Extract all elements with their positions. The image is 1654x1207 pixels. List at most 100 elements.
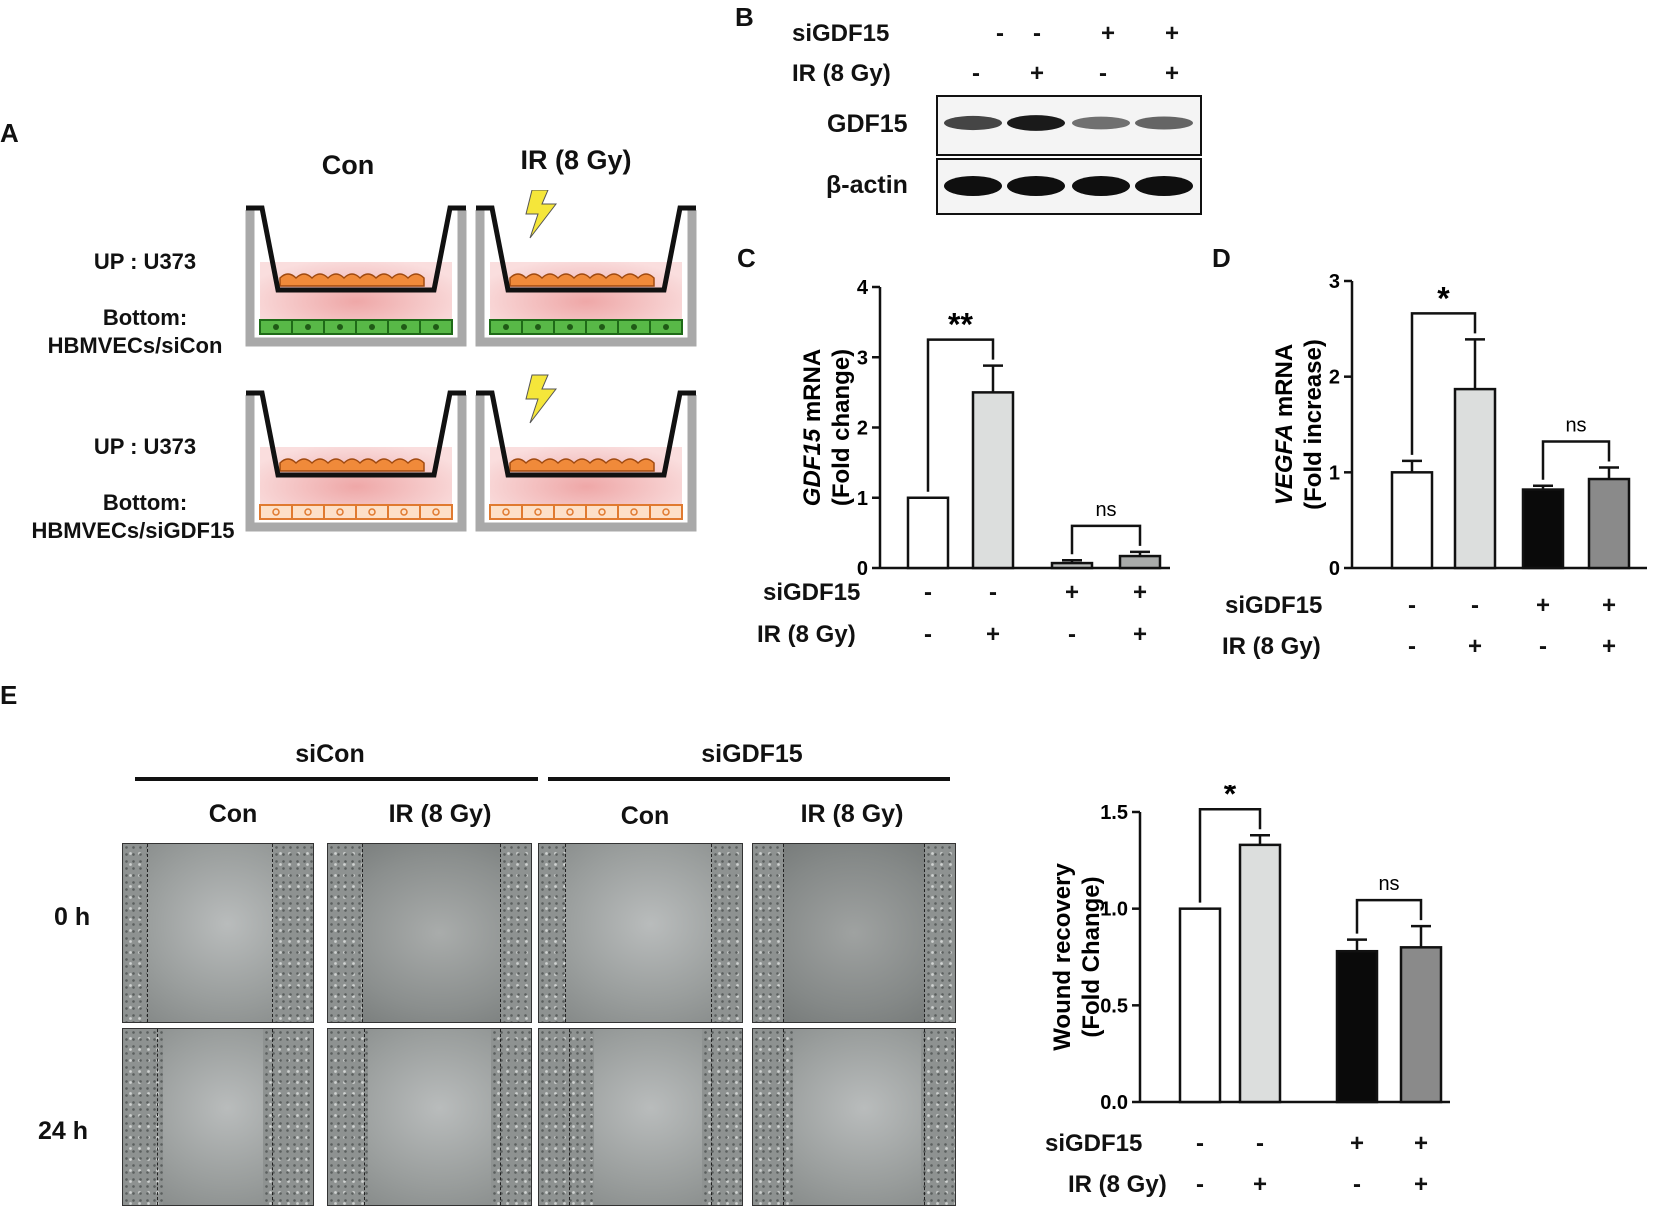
y-axis-label-line2: (Fold increase): [1300, 339, 1327, 510]
blot-band: [1135, 116, 1193, 130]
blot-label-actin: β-actin: [826, 171, 908, 199]
chart-d-label-ir: IR (8 Gy): [1222, 633, 1321, 660]
condition-sign: +: [1132, 621, 1148, 648]
group-bar-sicon: [135, 777, 538, 781]
y-tick-label: 3: [857, 347, 868, 369]
well-row1-ir: [475, 190, 697, 347]
bar: [1118, 554, 1162, 570]
significance-bracket: [1355, 898, 1423, 934]
condition-sign: +: [1413, 1171, 1429, 1198]
blot-sign: -: [1033, 20, 1041, 47]
panel-a-header-ir: IR (8 Gy): [520, 145, 632, 175]
lightning-bolt-icon: [525, 374, 558, 424]
bar: [1178, 907, 1222, 1104]
y-tick-label: 2: [857, 418, 868, 440]
panel-a-row1-bottom: Bottom:: [102, 305, 188, 330]
y-axis-label-line2: (Fold change): [828, 349, 855, 506]
micrograph-sigdf15-con-0h: [538, 843, 743, 1023]
bar: [1238, 843, 1282, 1104]
condition-sign: +: [1535, 592, 1551, 619]
y-axis-label-line2: (Fold Change): [1078, 876, 1105, 1037]
group-bar-sigdf15: [548, 777, 950, 781]
cell-layer-orange: [259, 504, 453, 520]
panel-a-row2-bottom: Bottom:: [102, 490, 188, 515]
bar: [1521, 488, 1565, 570]
chart-e-label-ir: IR (8 Gy): [1068, 1171, 1167, 1198]
significance-label: ns: [1095, 499, 1116, 521]
significance-label: *: [1437, 280, 1450, 316]
condition-sign: +: [1349, 1130, 1365, 1157]
significance-bracket: [1070, 524, 1142, 555]
column-label: Con: [620, 802, 670, 830]
bar: [971, 391, 1015, 570]
y-tick-label: 1: [1329, 462, 1340, 484]
significance-bracket: [1541, 440, 1611, 480]
condition-sign: +: [985, 621, 1001, 648]
micrograph-sigdf15-con-24h: [538, 1028, 743, 1206]
condition-sign: +: [1132, 579, 1148, 606]
y-tick-label: 0: [857, 558, 868, 575]
lightning-bolt-icon: [525, 190, 558, 239]
significance-label: *: [1224, 785, 1237, 812]
condition-sign: -: [1471, 592, 1479, 619]
blot-gdf15: [936, 95, 1202, 156]
bar: [1587, 477, 1631, 570]
chart-e-label-sigdf15: siGDF15: [1045, 1130, 1143, 1157]
condition-sign: -: [924, 621, 932, 648]
significance-bracket: [1410, 312, 1477, 455]
bar: [1050, 561, 1094, 570]
y-tick-label: 3: [1329, 271, 1340, 293]
condition-sign: +: [1413, 1130, 1429, 1157]
micrograph-sicon-con-0h: [122, 843, 314, 1023]
condition-sign: -: [1408, 592, 1416, 619]
condition-sign: +: [1064, 579, 1080, 606]
condition-sign: +: [1601, 633, 1617, 660]
bar: [1390, 471, 1434, 570]
significance-label: ns: [1565, 415, 1586, 437]
condition-sign: +: [1252, 1171, 1268, 1198]
column-label: Con: [208, 800, 258, 828]
cell-layer-green: [259, 319, 453, 335]
blot-band: [944, 176, 1002, 196]
blot-actin: [936, 158, 1202, 215]
blot-sign: +: [1164, 60, 1180, 87]
bar: [1399, 946, 1443, 1104]
y-axis-label: GDF15 mRNA: [799, 349, 826, 506]
y-tick-label: 1.0: [1100, 899, 1128, 921]
condition-sign: -: [1068, 621, 1076, 648]
blot-label-sigdf15: siGDF15: [792, 20, 890, 47]
condition-sign: +: [1601, 592, 1617, 619]
row-label-24h: 24 h: [38, 1117, 89, 1145]
y-tick-label: 0.5: [1100, 995, 1128, 1017]
blot-label-ir: IR (8 Gy): [792, 60, 891, 87]
y-axis-label: VEGFA mRNA: [1271, 344, 1298, 505]
panel-a-row1-cells: HBMVECs/siCon: [47, 333, 223, 358]
panel-a-row2-up: UP : U373: [93, 434, 197, 459]
row-label-0h: 0 h: [54, 903, 91, 931]
y-tick-label: 1.5: [1100, 802, 1128, 824]
condition-sign: -: [1196, 1130, 1204, 1157]
condition-sign: -: [1408, 633, 1416, 660]
blot-band: [1072, 116, 1130, 130]
y-tick-label: 1: [857, 488, 868, 510]
y-tick-label: 0.0: [1100, 1092, 1128, 1114]
panel-a-header-con: Con: [321, 150, 375, 180]
panel-label-d: D: [1212, 243, 1231, 273]
panel-label-e: E: [0, 680, 18, 710]
condition-sign: +: [1467, 633, 1483, 660]
blot-sign: +: [1100, 20, 1116, 47]
significance-bracket: [1198, 807, 1262, 903]
condition-sign: -: [1256, 1130, 1264, 1157]
y-tick-label: 4: [857, 277, 869, 299]
group-label-sicon: siCon: [295, 740, 365, 768]
blot-sign: +: [1029, 60, 1045, 87]
chart-c-label-sigdf15: siGDF15: [763, 579, 861, 606]
micrograph-sigdf15-ir-0h: [752, 843, 956, 1023]
significance-bracket: [926, 338, 995, 492]
chart-c-label-ir: IR (8 Gy): [757, 621, 856, 648]
blot-sign: -: [996, 20, 1004, 47]
panel-a-row2-cells: HBMVECs/siGDF15: [31, 518, 235, 543]
condition-sign: -: [989, 579, 997, 606]
micrograph-sicon-ir-24h: [327, 1028, 532, 1206]
micrograph-sicon-con-24h: [122, 1028, 314, 1206]
